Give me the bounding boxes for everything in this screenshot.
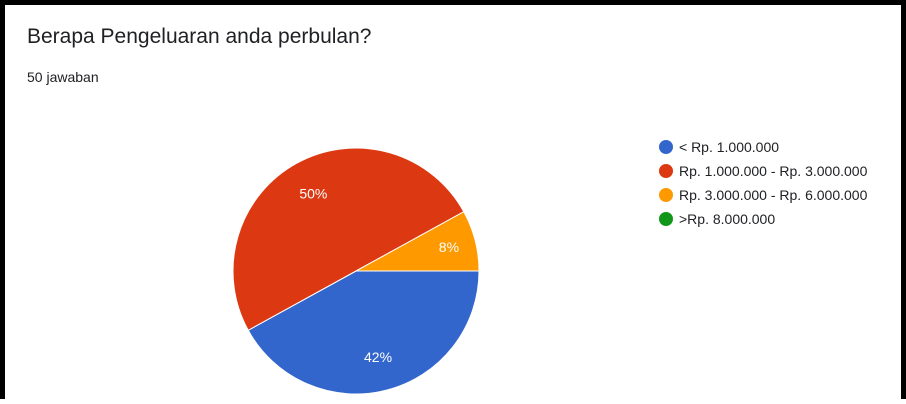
legend-swatch-icon [659, 140, 673, 154]
legend-item-rp-3-000-000-rp-6-000-000: Rp. 3.000.000 - Rp. 6.000.000 [659, 183, 867, 207]
legend-label: < Rp. 1.000.000 [679, 139, 780, 155]
legend-swatch-icon [659, 164, 673, 178]
legend-label: Rp. 1.000.000 - Rp. 3.000.000 [679, 163, 868, 179]
slice-label-rp-1-000-000-rp-3-000-000: 50% [299, 185, 327, 201]
chart-legend: < Rp. 1.000.000 Rp. 1.000.000 - Rp. 3.000… [659, 135, 867, 231]
slice-label-rp-1-000-000: 42% [364, 349, 392, 365]
slice-label-rp-3-000-000-rp-6-000-000: 8% [439, 239, 459, 255]
pie-chart: 42% 50% 8% [232, 147, 480, 395]
legend-item-rp-1-000-000: < Rp. 1.000.000 [659, 135, 867, 159]
response-count: 50 jawaban [27, 69, 99, 85]
legend-label: >Rp. 8.000.000 [679, 211, 776, 227]
legend-label: Rp. 3.000.000 - Rp. 6.000.000 [679, 187, 868, 203]
legend-item-rp-8-000-000: >Rp. 8.000.000 [659, 207, 867, 231]
legend-item-rp-1-000-000-rp-3-000-000: Rp. 1.000.000 - Rp. 3.000.000 [659, 159, 867, 183]
pie-slice-rp-1-000-000-rp-3-000-000 [232, 147, 465, 331]
legend-swatch-icon [659, 188, 673, 202]
pie-slice-rp-3-000-000-rp-6-000-000 [355, 211, 480, 272]
question-title: Berapa Pengeluaran anda perbulan? [27, 25, 372, 48]
legend-swatch-icon [659, 212, 673, 226]
pie-slice-rp-1-000-000 [247, 270, 480, 395]
